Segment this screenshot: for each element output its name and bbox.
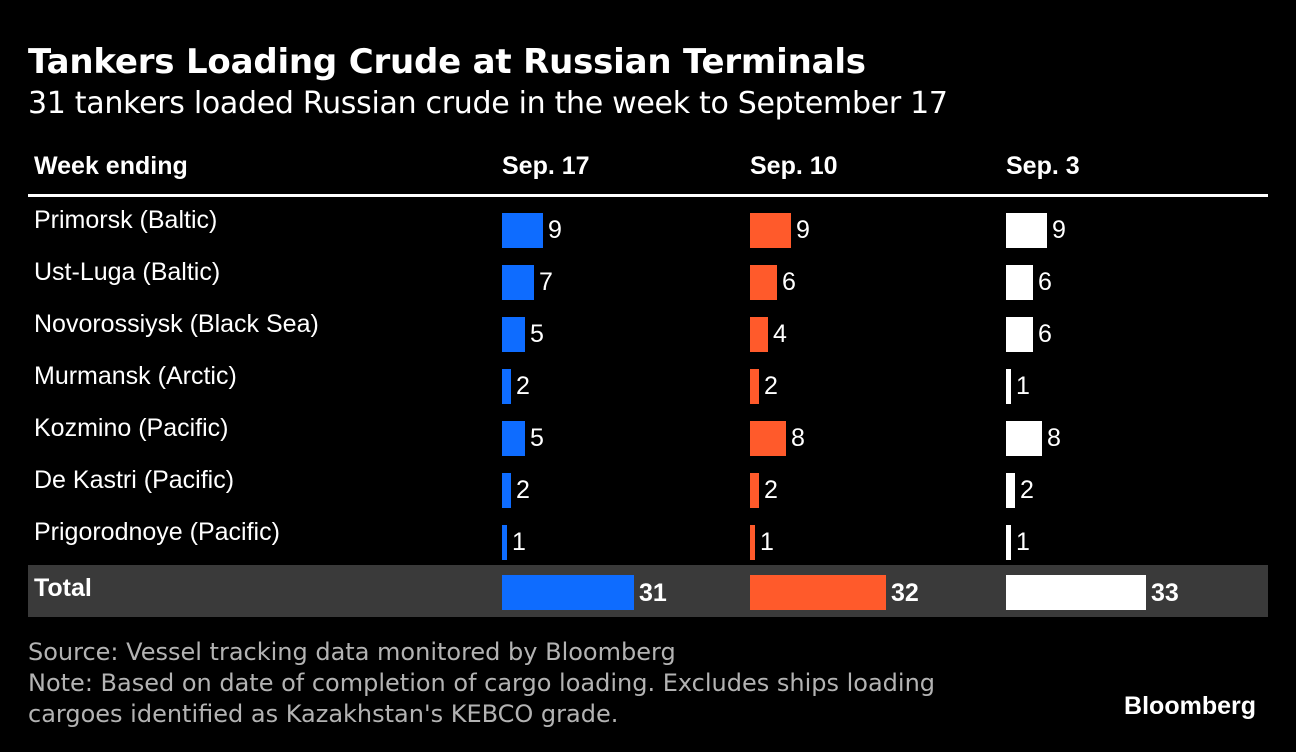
bar-sep3: [1006, 213, 1047, 248]
bar-value-label: 9: [796, 216, 810, 244]
table-row: Murmansk (Arctic) 2 2 1: [28, 353, 1268, 405]
bar-sep3: [1006, 575, 1146, 610]
bar-value-label: 5: [530, 424, 544, 452]
header-sep-17: Sep. 17: [502, 152, 590, 180]
bar-value-label: 8: [791, 424, 805, 452]
terminal-label: Ust-Luga (Baltic): [34, 258, 221, 286]
terminal-label: Murmansk (Arctic): [34, 362, 237, 390]
chart-footer: Source: Vessel tracking data monitored b…: [28, 637, 935, 730]
bar-value-label: 2: [516, 476, 530, 504]
header-sep-3: Sep. 3: [1006, 152, 1080, 180]
bar-value-label: 2: [764, 372, 778, 400]
bar-sep10: [750, 369, 759, 404]
bar-sep10: [750, 525, 755, 560]
chart-subtitle: 31 tankers loaded Russian crude in the w…: [28, 86, 948, 121]
table-body: Primorsk (Baltic) 9 9 9 Ust-Luga (Baltic) 7 6 6…: [28, 197, 1268, 617]
bar-value-label: 2: [516, 372, 530, 400]
table-header: Week ending Sep. 17 Sep. 10 Sep. 3: [28, 140, 1268, 197]
table-row: De Kastri (Pacific) 2 2 2: [28, 457, 1268, 509]
bar-value-label: 1: [512, 528, 526, 556]
bar-sep17: [502, 473, 511, 508]
terminal-label: Kozmino (Pacific): [34, 414, 229, 442]
bar-value-label: 8: [1047, 424, 1061, 452]
bar-sep17: [502, 421, 525, 456]
bar-value-label: 1: [1016, 372, 1030, 400]
chart-title: Tankers Loading Crude at Russian Termina…: [28, 42, 866, 82]
bar-value-label: 31: [639, 579, 667, 607]
bar-value-label: 1: [1016, 528, 1030, 556]
bar-value-label: 9: [548, 216, 562, 244]
bar-sep17: [502, 265, 534, 300]
bar-sep3: [1006, 265, 1033, 300]
terminal-label: Primorsk (Baltic): [34, 206, 218, 234]
total-row: Total 31 32 33: [28, 565, 1268, 617]
bar-sep3: [1006, 317, 1033, 352]
bar-sep10: [750, 265, 777, 300]
bar-sep10: [750, 421, 786, 456]
bar-sep17: [502, 525, 507, 560]
total-label: Total: [34, 574, 92, 602]
bar-value-label: 5: [530, 320, 544, 348]
bar-sep17: [502, 575, 634, 610]
bar-value-label: 6: [782, 268, 796, 296]
header-sep-10: Sep. 10: [750, 152, 838, 180]
table-row: Primorsk (Baltic) 9 9 9: [28, 197, 1268, 249]
table-row: Prigorodnoye (Pacific) 1 1 1: [28, 509, 1268, 561]
table-row: Ust-Luga (Baltic) 7 6 6: [28, 249, 1268, 301]
bar-sep17: [502, 317, 525, 352]
bloomberg-logo: Bloomberg: [1124, 692, 1256, 720]
bar-sep3: [1006, 421, 1042, 456]
bar-value-label: 2: [1020, 476, 1034, 504]
bar-value-label: 2: [764, 476, 778, 504]
bar-sep3: [1006, 473, 1015, 508]
bar-sep17: [502, 369, 511, 404]
bar-value-label: 32: [891, 579, 919, 607]
bar-sep17: [502, 213, 543, 248]
source-note: Source: Vessel tracking data monitored b…: [28, 638, 676, 666]
data-table: Week ending Sep. 17 Sep. 10 Sep. 3 Primo…: [28, 140, 1268, 617]
bar-value-label: 6: [1038, 268, 1052, 296]
terminal-label: Prigorodnoye (Pacific): [34, 518, 280, 546]
bar-value-label: 9: [1052, 216, 1066, 244]
note-line-1: Note: Based on date of completion of car…: [28, 669, 936, 697]
terminal-label: Novorossiysk (Black Sea): [34, 310, 319, 338]
terminal-label: De Kastri (Pacific): [34, 466, 235, 494]
bar-sep10: [750, 575, 886, 610]
bar-value-label: 4: [773, 320, 787, 348]
header-week-ending: Week ending: [34, 152, 188, 180]
bar-sep3: [1006, 525, 1011, 560]
bar-value-label: 33: [1151, 579, 1179, 607]
table-row: Kozmino (Pacific) 5 8 8: [28, 405, 1268, 457]
bar-value-label: 1: [760, 528, 774, 556]
table-row: Novorossiysk (Black Sea) 5 4 6: [28, 301, 1268, 353]
bar-value-label: 6: [1038, 320, 1052, 348]
note-line-2: cargoes identified as Kazakhstan's KEBCO…: [28, 700, 619, 728]
bar-sep10: [750, 213, 791, 248]
bar-sep10: [750, 473, 759, 508]
bar-sep10: [750, 317, 768, 352]
bar-value-label: 7: [539, 268, 553, 296]
bar-sep3: [1006, 369, 1011, 404]
